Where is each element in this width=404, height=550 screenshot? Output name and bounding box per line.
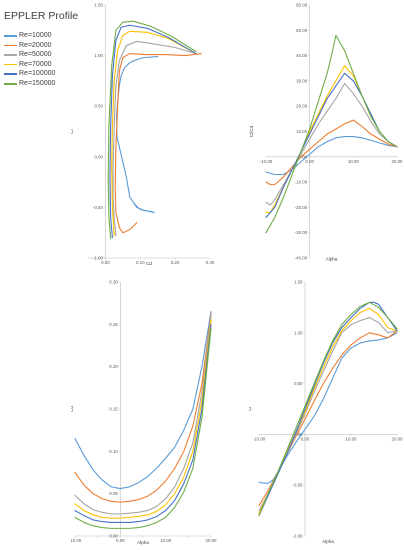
x-tick-label: -10.00 <box>71 538 82 543</box>
series-line <box>258 332 398 484</box>
legend-swatch <box>4 54 17 56</box>
y-axis-title: Cd <box>71 406 74 412</box>
y-tick-label: 1.00 <box>294 330 303 335</box>
y-tick-label: 1.50 <box>294 280 303 285</box>
y-tick-label: -40.00 <box>295 256 308 261</box>
y-tick-label: 0.05 <box>109 491 118 496</box>
series-line <box>74 311 212 490</box>
x-tick-label: 10.00 <box>160 538 172 543</box>
series-line <box>107 20 197 240</box>
x-tick-label: 0.20 <box>171 260 180 265</box>
series-line <box>74 319 212 519</box>
y-tick-label: 0.50 <box>294 381 303 386</box>
y-tick-label: -0.50 <box>93 205 104 210</box>
y-tick-label: 30.00 <box>296 78 308 83</box>
chart-cl-vs-alpha: -1.00 -0.50 0.00 0.50 1.00 1.50 -10.00 0.00 10.0… <box>249 280 404 545</box>
y-tick-label: 1.50 <box>94 3 103 8</box>
legend-swatch <box>4 73 17 75</box>
chart-cl-vs-cd: -1.00 -0.50 0.00 0.50 1.00 1.50 0.00 0.10 0.20 0.… <box>71 3 215 267</box>
y-tick-label: 0.25 <box>109 322 118 327</box>
series-line <box>258 301 398 517</box>
series-line <box>74 323 212 523</box>
x-tick-label: 10.00 <box>346 436 358 441</box>
x-tick-label: 20.00 <box>206 538 218 543</box>
y-tick-label: -10.00 <box>295 180 308 185</box>
series-line <box>109 24 197 239</box>
x-axis-title: Cd <box>146 261 152 266</box>
legend-swatch <box>4 44 17 47</box>
y-tick-label: -1.00 <box>93 256 104 261</box>
series-line <box>265 119 398 186</box>
series-line <box>111 30 197 237</box>
series-line <box>112 40 197 237</box>
legend-swatch <box>4 63 17 66</box>
x-tick-label: 0.00 <box>305 159 314 164</box>
x-axis-title: Alpha <box>322 539 334 544</box>
legend-label: Re=100000 <box>19 70 56 78</box>
x-tick-label: -10.00 <box>260 159 273 164</box>
x-tick-label: 20.00 <box>392 159 404 164</box>
y-tick-label: 20.00 <box>296 104 308 109</box>
y-tick-label: 0.00 <box>299 154 308 159</box>
y-tick-label: 0.00 <box>94 154 103 159</box>
y-tick-label: 0.30 <box>109 280 118 285</box>
legend-label: Re=50000 <box>19 51 52 59</box>
series-line <box>258 317 398 512</box>
y-tick-label: 1.00 <box>94 53 103 58</box>
series-line <box>258 301 398 517</box>
y-tick-label: 0.20 <box>109 364 118 369</box>
chart-title: EPPLER Profile <box>4 10 79 22</box>
y-tick-label: 0.15 <box>109 407 118 412</box>
legend-label: Re=150000 <box>19 79 56 87</box>
series-line <box>74 328 212 529</box>
legend-label: Re=10000 <box>19 32 52 39</box>
y-tick-label: -0.50 <box>292 483 303 488</box>
y-tick-label: 50.00 <box>296 28 308 33</box>
chart-cd-vs-alpha: 0.00 0.05 0.10 0.15 0.20 0.25 0.30 -10.00 0.00 10… <box>71 280 218 546</box>
x-tick-label: 0.00 <box>101 260 110 265</box>
legend-label: Re=20000 <box>19 41 52 49</box>
series-line <box>116 56 159 214</box>
legend-swatch <box>4 82 17 85</box>
series-line <box>114 53 202 234</box>
x-tick-label: 20.00 <box>392 436 404 441</box>
y-tick-label: 0.50 <box>94 104 103 109</box>
y-tick-label: 60.00 <box>296 3 308 8</box>
y-axis-title: Cl <box>71 129 74 133</box>
x-tick-label: 0.00 <box>301 436 310 441</box>
y-tick-label: -30.00 <box>295 230 308 235</box>
series-line <box>265 136 398 176</box>
series-line <box>265 34 398 234</box>
legend-swatch <box>4 35 17 37</box>
x-tick-label: -10.00 <box>253 436 266 441</box>
x-tick-label: 10.00 <box>348 159 360 164</box>
x-tick-label: 0.00 <box>116 538 125 543</box>
y-axis-title: Cl/Cd <box>249 125 254 137</box>
series-line <box>265 72 398 219</box>
series-line <box>74 315 212 515</box>
legend-label: Re=70000 <box>19 60 52 68</box>
y-tick-label: 40.00 <box>296 53 308 58</box>
y-tick-label: 0.00 <box>294 432 303 437</box>
x-tick-label: 0.30 <box>206 260 215 265</box>
chart-cl-cd-vs-alpha: -40.00 -30.00 -20.00 -10.00 0.00 10.00 20.00 30… <box>249 3 404 262</box>
y-tick-label: 0.10 <box>109 449 118 454</box>
y-tick-label: 10.00 <box>296 129 308 134</box>
series-line <box>74 313 212 503</box>
x-axis-title: Alpha <box>326 257 338 262</box>
y-tick-label: -20.00 <box>295 205 308 210</box>
y-axis-title: Cl <box>249 407 252 411</box>
x-tick-label: 0.10 <box>136 260 145 265</box>
series-line <box>265 82 398 206</box>
series-line <box>258 307 398 515</box>
y-tick-label: -1.00 <box>292 534 303 539</box>
x-axis-title: Alpha <box>137 540 149 545</box>
y-tick-label: 0.00 <box>109 534 118 539</box>
